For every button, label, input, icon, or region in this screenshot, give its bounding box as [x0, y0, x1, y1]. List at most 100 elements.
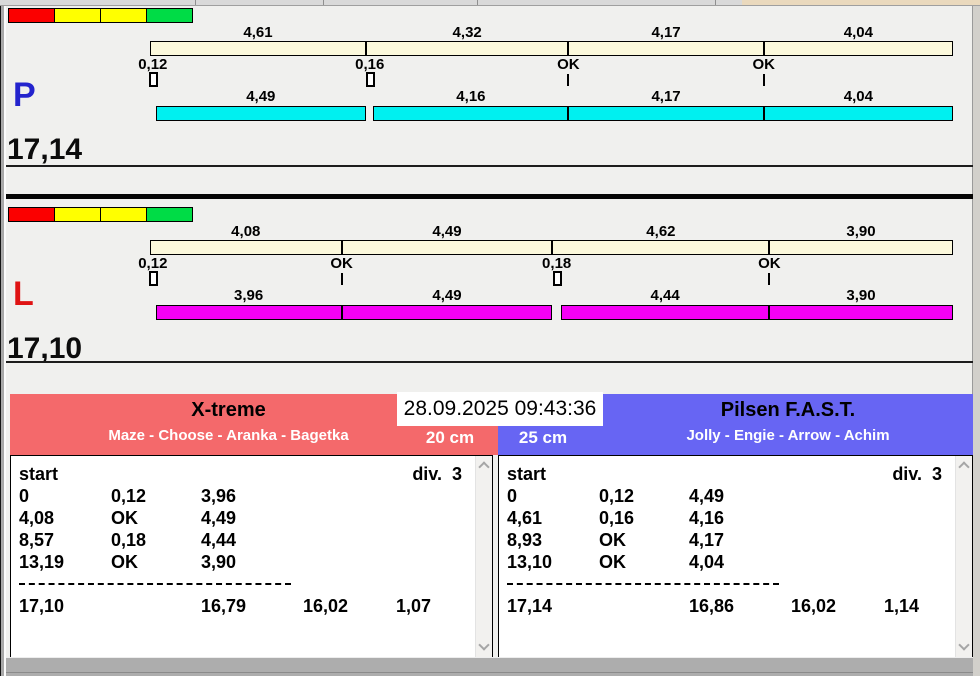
dog-run-bar-segment [373, 106, 569, 121]
dog-time-label: 3,90 [846, 287, 876, 304]
table-cell: 4,17 [689, 530, 725, 550]
totals-divider-dashed-line [507, 583, 779, 585]
crossing-fault-box-marker [552, 271, 562, 286]
desktop-window-behind [742, 0, 980, 5]
datetime-display: 28.09.2025 09:43:36 [397, 392, 603, 426]
crossing-ok-tick-marker [762, 74, 765, 86]
lane-total-time: 17,14 [7, 133, 83, 166]
window-border-left [4, 6, 6, 676]
scroll-up-button[interactable] [956, 458, 972, 474]
window-edge-mark [323, 0, 324, 5]
table-cell: 0 [507, 486, 518, 506]
split-time-label: 4,08 [231, 223, 261, 240]
crossing-ok-tick-marker [768, 273, 771, 285]
table-cell: 4,08 [19, 508, 55, 528]
vertical-scrollbar[interactable] [475, 456, 492, 657]
totals-cell: 17,14 [507, 596, 553, 616]
split-time-label: 4,61 [243, 24, 273, 41]
lane-divider-line [6, 165, 973, 167]
lane-letter: L [13, 275, 34, 313]
lane-letter: P [13, 76, 36, 114]
dog-time-label: 3,96 [234, 287, 264, 304]
split-bar-tick [340, 240, 343, 255]
table-cell: 13,19 [19, 552, 65, 572]
team-members-left: Maze - Choose - Aranka - Bagetka [108, 427, 349, 444]
crossing-fault-box-marker [148, 271, 158, 286]
dog-run-bar-segment [560, 305, 770, 320]
dog-run-bar-segment [769, 305, 953, 320]
dog-bar-tick [768, 305, 771, 320]
window-edge-mark [195, 0, 196, 5]
start-light-1 [54, 207, 101, 222]
scroll-up-button[interactable] [476, 458, 492, 474]
scroll-down-button[interactable] [476, 639, 492, 655]
crossing-time-label: 0,18 [542, 255, 572, 272]
dog-time-label: 4,44 [650, 287, 680, 304]
table-division-label: div. 3 [892, 464, 942, 484]
totals-cell: 16,02 [303, 596, 349, 616]
dog-bar-tick [340, 305, 343, 320]
dog-run-bar-segment [155, 106, 366, 121]
totals-cell: 16,79 [201, 596, 247, 616]
split-time-label: 4,32 [452, 24, 482, 41]
split-bar-tick [768, 240, 771, 255]
table-cell: 8,57 [19, 530, 55, 550]
window-border-left [0, 6, 1, 676]
chevron-up-icon [478, 461, 490, 473]
split-bar-tick [567, 41, 570, 56]
table-start-label: start [19, 464, 59, 484]
start-light-2 [100, 8, 147, 23]
desktop-background-strip [0, 0, 980, 6]
table-cell: 0,18 [111, 530, 147, 550]
dog-time-label: 4,04 [843, 88, 873, 105]
table-cell: 4,04 [689, 552, 725, 572]
chevron-down-icon [478, 639, 490, 651]
window-border-right [972, 6, 973, 676]
crossing-time-label: OK [758, 255, 781, 272]
crossing-fault-box-marker [365, 72, 375, 87]
split-bar-tick [364, 41, 367, 56]
lane-divider-line [6, 361, 973, 363]
dog-bar-tick [762, 106, 765, 121]
table-cell: 13,10 [507, 552, 553, 572]
chevron-up-icon [958, 461, 970, 473]
team-name-right: Pilsen F.A.S.T. [720, 399, 856, 421]
totals-divider-dashed-line [19, 583, 291, 585]
totals-cell: 1,07 [396, 596, 432, 616]
table-cell: 3,96 [201, 486, 237, 506]
start-light-0 [8, 8, 55, 23]
lane-total-time: 17,10 [7, 332, 83, 365]
vertical-scrollbar[interactable] [955, 456, 972, 657]
table-cell: OK [111, 552, 138, 572]
table-cell: 0,12 [599, 486, 635, 506]
crossing-time-label: OK [557, 56, 580, 73]
table-cell: 4,44 [201, 530, 237, 550]
chevron-down-icon [958, 639, 970, 651]
dog-bar-tick [567, 106, 570, 121]
split-bar-tick [762, 41, 765, 56]
start-light-3 [146, 8, 193, 23]
dog-run-bar-segment [341, 305, 553, 320]
table-start-label: start [507, 464, 547, 484]
totals-cell: 1,14 [884, 596, 920, 616]
window-border-bottom [6, 657, 973, 676]
lane-separator-bar [6, 194, 973, 199]
jump-height-badge-left: 20 cm [425, 428, 475, 447]
totals-cell: 16,02 [791, 596, 837, 616]
table-cell: 8,93 [507, 530, 543, 550]
table-cell: OK [599, 530, 626, 550]
split-time-label: 4,04 [843, 24, 873, 41]
split-time-label: 4,17 [651, 24, 681, 41]
table-cell: OK [111, 508, 138, 528]
window-border-left [1, 6, 4, 676]
table-cell: 4,49 [689, 486, 725, 506]
split-time-label: 4,49 [432, 223, 462, 240]
table-cell: 0 [19, 486, 30, 506]
window-edge-mark [477, 0, 478, 5]
dog-run-bar-segment [568, 106, 764, 121]
totals-cell: 17,10 [19, 596, 65, 616]
lane-panel-p: P 17,14 4,61 4,32 4,17 4,04 0,12 0,16 OK OK 4,49 4,… [0, 6, 980, 168]
window-edge-mark [715, 0, 716, 5]
scroll-down-button[interactable] [956, 639, 972, 655]
team-results-table-left: start div. 3 0 0,12 3,96 4,08 OK 4,49 8,57 0,18 4,… [10, 455, 493, 658]
